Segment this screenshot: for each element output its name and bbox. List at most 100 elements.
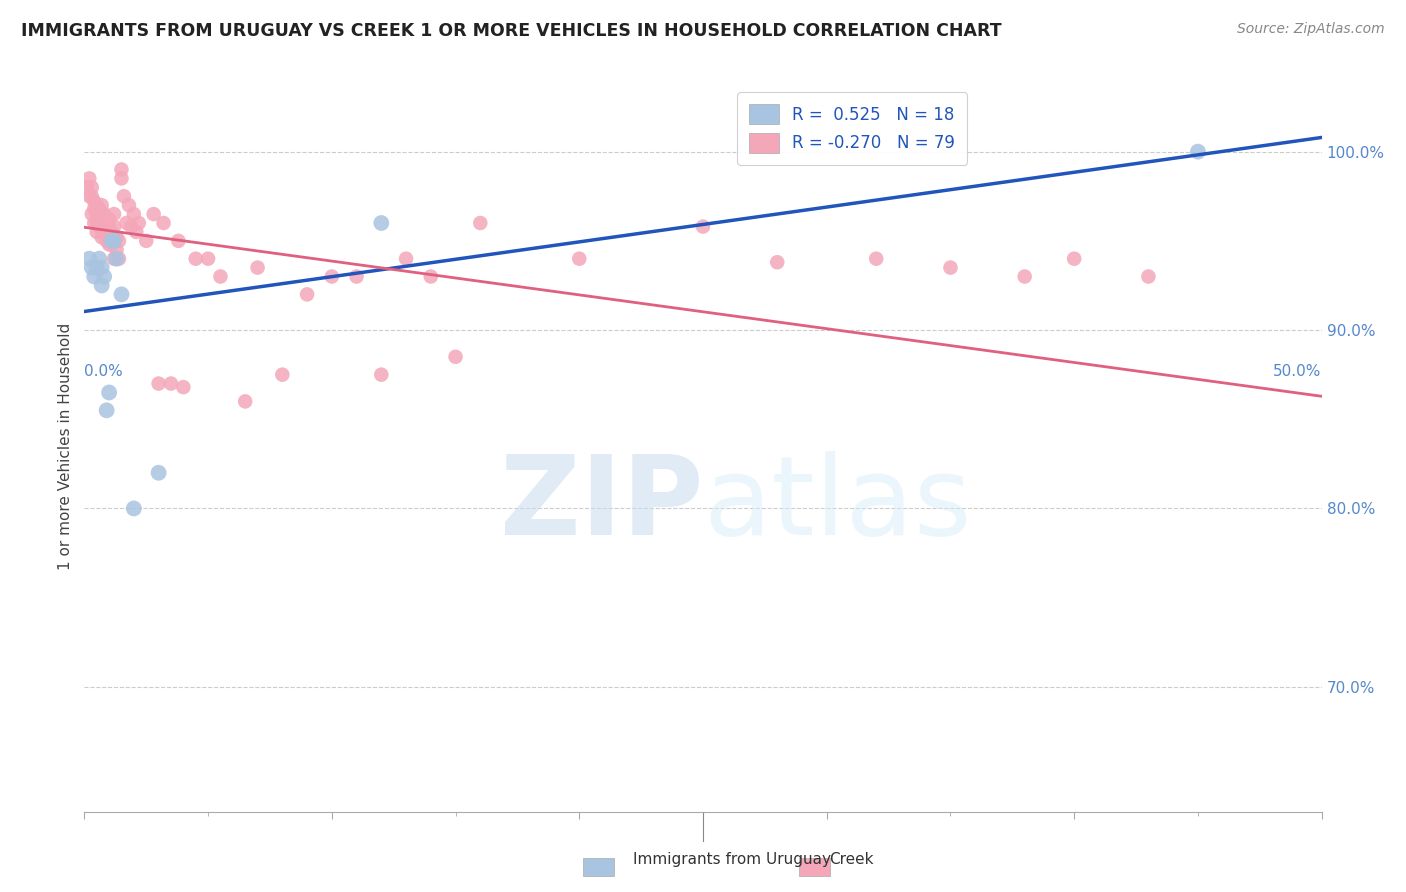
Point xyxy=(108,252,131,266)
Point xyxy=(93,207,115,221)
Point xyxy=(568,252,591,266)
Point xyxy=(395,252,418,266)
Point xyxy=(79,252,101,266)
Point xyxy=(939,260,962,275)
Point xyxy=(98,219,121,234)
Text: Source: ZipAtlas.com: Source: ZipAtlas.com xyxy=(1237,22,1385,37)
Point xyxy=(152,216,174,230)
Point xyxy=(128,216,150,230)
Point xyxy=(135,234,157,248)
Point xyxy=(89,202,111,216)
Point xyxy=(172,380,194,394)
Point xyxy=(100,234,122,248)
Point xyxy=(86,225,108,239)
Point xyxy=(79,171,101,186)
Point xyxy=(98,230,121,244)
Text: 50.0%: 50.0% xyxy=(1274,364,1322,379)
Point xyxy=(120,219,142,234)
Point xyxy=(103,252,125,266)
Point xyxy=(346,269,368,284)
Point xyxy=(1187,145,1209,159)
Point xyxy=(90,278,112,293)
Point xyxy=(86,216,108,230)
Point xyxy=(98,237,121,252)
Point xyxy=(295,287,318,301)
Point xyxy=(118,198,141,212)
Point xyxy=(105,252,128,266)
Point xyxy=(148,466,170,480)
Point xyxy=(419,269,441,284)
Point xyxy=(90,260,112,275)
Point xyxy=(122,501,145,516)
Point xyxy=(93,225,115,239)
Point xyxy=(271,368,294,382)
Point xyxy=(246,260,269,275)
Point xyxy=(90,207,112,221)
Point xyxy=(103,234,125,248)
Point xyxy=(444,350,467,364)
Text: 0.0%: 0.0% xyxy=(84,364,124,379)
Point xyxy=(100,237,122,252)
Point xyxy=(96,219,118,234)
Point xyxy=(167,234,190,248)
Point xyxy=(100,225,122,239)
Point xyxy=(692,219,714,234)
Point xyxy=(865,252,887,266)
Point xyxy=(370,216,392,230)
Point xyxy=(89,252,111,266)
Point xyxy=(90,198,112,212)
Point xyxy=(86,207,108,221)
Text: atlas: atlas xyxy=(703,451,972,558)
Point xyxy=(98,385,121,400)
Point xyxy=(1063,252,1085,266)
Point xyxy=(233,394,256,409)
Point xyxy=(197,252,219,266)
Point xyxy=(80,207,103,221)
Point xyxy=(108,234,131,248)
Point xyxy=(76,180,98,194)
Point xyxy=(766,255,789,269)
Point xyxy=(209,269,232,284)
Point xyxy=(90,212,112,227)
Point xyxy=(80,260,103,275)
Point xyxy=(470,216,492,230)
Point xyxy=(112,189,135,203)
Point xyxy=(184,252,207,266)
Point xyxy=(115,216,138,230)
Point xyxy=(89,219,111,234)
Point xyxy=(96,234,118,248)
Point xyxy=(148,376,170,391)
Point xyxy=(93,269,115,284)
Point xyxy=(370,368,392,382)
Point xyxy=(105,243,128,257)
Point xyxy=(86,198,108,212)
Point xyxy=(125,225,148,239)
Point xyxy=(86,260,108,275)
Point xyxy=(83,269,105,284)
Point xyxy=(98,212,121,227)
Point xyxy=(321,269,343,284)
Point xyxy=(80,180,103,194)
Text: ZIP: ZIP xyxy=(499,451,703,558)
Point xyxy=(90,219,112,234)
Point xyxy=(93,216,115,230)
Text: IMMIGRANTS FROM URUGUAY VS CREEK 1 OR MORE VEHICLES IN HOUSEHOLD CORRELATION CHA: IMMIGRANTS FROM URUGUAY VS CREEK 1 OR MO… xyxy=(21,22,1001,40)
Point xyxy=(105,230,128,244)
Point xyxy=(79,189,101,203)
Point xyxy=(142,207,165,221)
Point xyxy=(83,216,105,230)
Point xyxy=(90,230,112,244)
Point xyxy=(1137,269,1160,284)
Y-axis label: 1 or more Vehicles in Household: 1 or more Vehicles in Household xyxy=(58,322,73,570)
Point xyxy=(103,207,125,221)
Point xyxy=(103,219,125,234)
Point xyxy=(96,403,118,417)
Point xyxy=(83,202,105,216)
Point xyxy=(89,212,111,227)
Point xyxy=(96,225,118,239)
Point xyxy=(110,162,132,177)
Point xyxy=(160,376,183,391)
Point xyxy=(83,194,105,209)
Point xyxy=(80,189,103,203)
Point xyxy=(122,207,145,221)
